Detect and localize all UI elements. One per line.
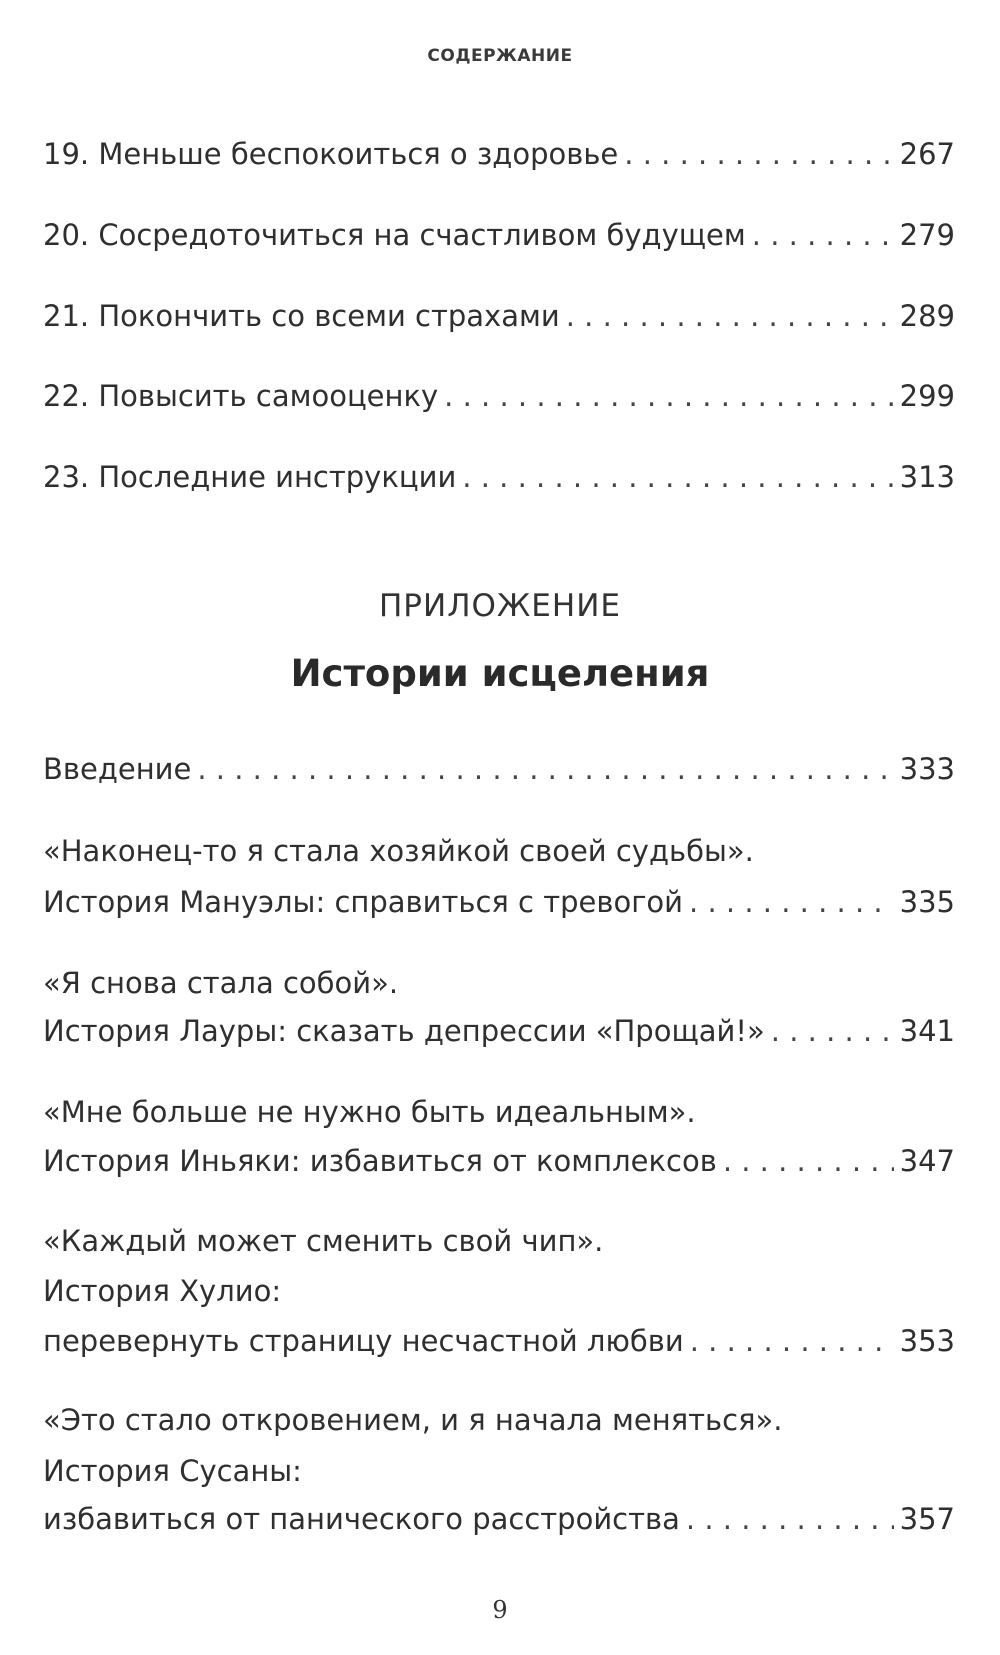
toc-entry[interactable]: 22. Повысить самооценку 299 [43,376,955,416]
entry-page: 267 [899,137,955,171]
entry-page: 353 [899,1324,955,1358]
story-quote: «Наконец-то я стала хозяйкой своей судьб… [43,834,754,868]
story-line: «Наконец-то я стала хозяйкой своей судьб… [43,831,955,871]
dot-leader [723,1141,894,1181]
entry-page: 347 [899,1144,955,1178]
dot-leader [197,749,893,789]
dot-leader [624,134,893,174]
toc-entry[interactable]: избавиться от панического расстройства 35… [43,1499,955,1539]
toc-entry[interactable]: 19. Меньше беспокоиться о здоровье 267 [43,134,955,174]
dot-leader [566,296,894,336]
entry-page: 279 [899,218,955,252]
toc-entry[interactable]: История Иньяки: избавиться от комплексов… [43,1141,955,1181]
entry-title: История Иньяки: избавиться от комплексов [43,1144,717,1178]
story-name: История Хулио: [43,1274,282,1308]
story-quote: «Мне больше не нужно быть идеальным». [43,1095,696,1129]
toc-entry[interactable]: 20. Сосредоточиться на счастливом будуще… [43,215,955,255]
entry-page: 341 [899,1014,955,1048]
appendix-title: Истории исцеления [290,652,710,695]
story-line: «Мне больше не нужно быть идеальным». [43,1092,955,1132]
entry-title: 20. Сосредоточиться на счастливом будуще… [43,218,746,252]
toc-entry-intro[interactable]: Введение 333 [43,749,955,789]
entry-title: 21. Покончить со всеми страхами [43,299,560,333]
page-number: 9 [492,1596,508,1624]
entry-title: избавиться от панического расстройства [43,1502,680,1536]
story-line: «Каждый может сменить свой чип». [43,1221,955,1261]
entry-page: 333 [899,752,955,786]
dot-leader [686,1499,894,1539]
dot-leader [689,882,894,922]
entry-page: 313 [899,460,955,494]
story-line: «Это стало откровением, и я начала менят… [43,1400,955,1440]
dot-leader [462,457,893,497]
entry-title: 23. Последние инструкции [43,460,457,494]
entry-title: История Мануэлы: справиться с тревогой [43,885,684,919]
entry-page: 335 [899,885,955,919]
toc-entry[interactable]: История Лауры: сказать депрессии «Прощай… [43,1011,955,1051]
story-quote: «Каждый может сменить свой чип». [43,1224,604,1258]
story-line: История Хулио: [43,1271,955,1311]
story-name: История Сусаны: [43,1454,302,1488]
entry-title: 19. Меньше беспокоиться о здоровье [43,137,619,171]
story-quote: «Это стало откровением, и я начала менят… [43,1403,783,1437]
story-line: «Я снова стала собой». [43,963,955,1003]
story-line: История Сусаны: [43,1451,955,1491]
dot-leader [771,1011,894,1051]
appendix-label: ПРИЛОЖЕНИЕ [379,588,621,624]
dot-leader [444,376,893,416]
entry-title: 22. Повысить самооценку [43,379,439,413]
entry-page: 299 [899,379,955,413]
story-quote: «Я снова стала собой». [43,966,399,1000]
dot-leader [690,1321,894,1361]
entry-title: перевернуть страницу несчастной любви [43,1324,684,1358]
toc-entry[interactable]: История Мануэлы: справиться с тревогой 33… [43,882,955,922]
dot-leader [752,215,894,255]
entry-title: Введение [43,752,192,786]
entry-page: 357 [899,1502,955,1536]
entry-title: История Лауры: сказать депрессии «Прощай… [43,1014,765,1048]
running-header: СОДЕРЖАНИЕ [427,46,573,66]
toc-entry[interactable]: 21. Покончить со всеми страхами 289 [43,296,955,336]
toc-entry[interactable]: перевернуть страницу несчастной любви 353 [43,1321,955,1361]
entry-page: 289 [899,299,955,333]
toc-entry[interactable]: 23. Последние инструкции 313 [43,457,955,497]
